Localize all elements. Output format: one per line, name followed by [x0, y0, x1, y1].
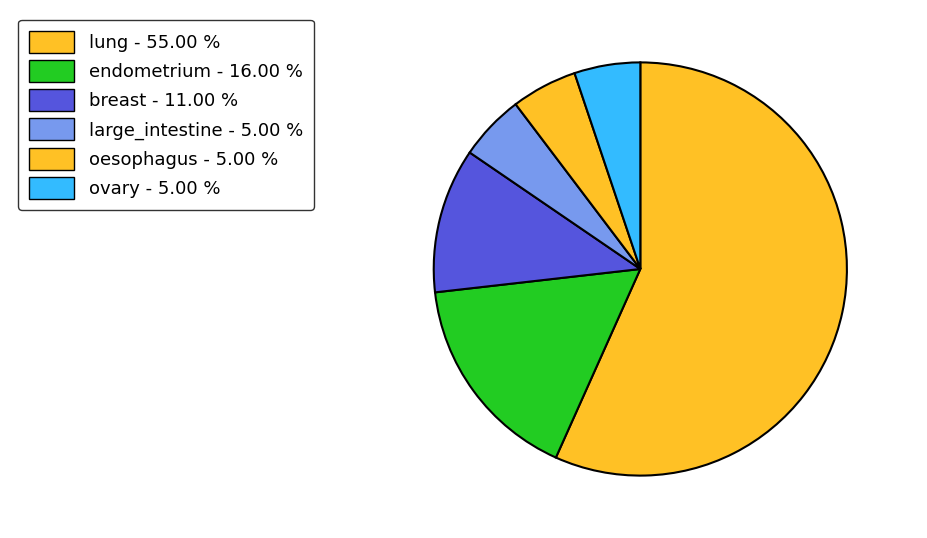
- Wedge shape: [555, 62, 846, 476]
- Wedge shape: [433, 152, 640, 292]
- Wedge shape: [435, 269, 640, 457]
- Wedge shape: [574, 62, 640, 269]
- Wedge shape: [515, 73, 640, 269]
- Wedge shape: [469, 104, 640, 269]
- Legend: lung - 55.00 %, endometrium - 16.00 %, breast - 11.00 %, large_intestine - 5.00 : lung - 55.00 %, endometrium - 16.00 %, b…: [19, 20, 313, 210]
